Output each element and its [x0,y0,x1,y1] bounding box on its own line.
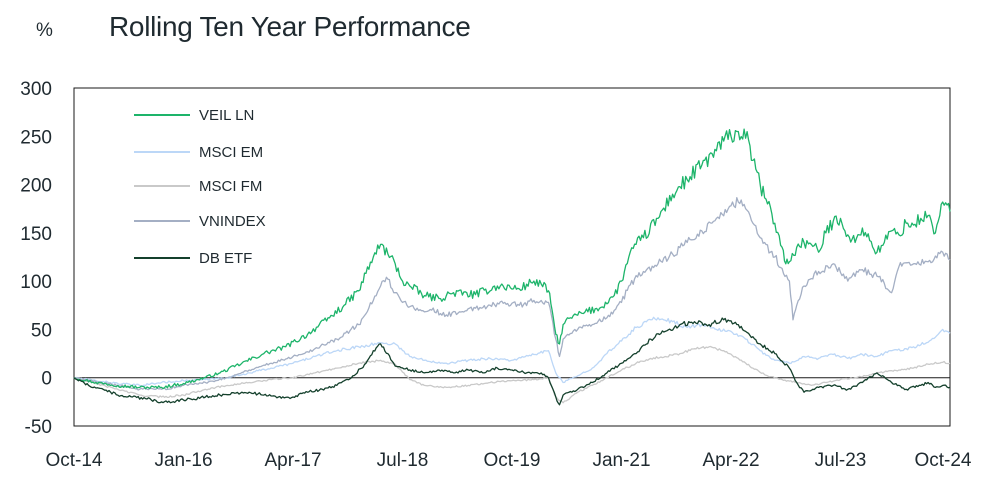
legend-item-db-etf: DB ETF [134,250,252,267]
y-tick-label: 200 [20,176,52,197]
legend-label: DB ETF [199,250,252,267]
legend-item-vnindex: VNINDEX [134,213,266,230]
legend-item-msci-em: MSCI EM [134,144,263,161]
x-tick-label: Oct-24 [914,450,971,471]
legend-label: MSCI EM [199,144,263,161]
y-axis-unit-label: % [36,20,53,41]
y-tick-label: 100 [20,272,52,293]
chart-title: Rolling Ten Year Performance [109,11,471,42]
legend-item-msci-fm: MSCI FM [134,178,262,195]
legend-item-veil-ln: VEIL LN [134,107,254,124]
series-line-veil-ln [73,128,951,390]
plot-area-frame [73,87,951,427]
y-tick-label: -50 [25,417,52,438]
x-tick-label: Jul-18 [377,450,429,471]
series-line-db-etf [73,317,951,406]
x-tick-label: Oct-19 [483,450,540,471]
x-tick-label: Jan-21 [592,450,650,471]
series-line-vnindex [73,197,951,391]
y-tick-label: 150 [20,224,52,245]
series-line-msci-em [73,316,951,387]
y-tick-label: 250 [20,127,52,148]
x-tick-label: Jul-23 [815,450,867,471]
y-tick-label: 0 [41,369,52,390]
x-tick-label: Jan-16 [154,450,212,471]
y-tick-label: 50 [31,320,52,341]
legend-label: VEIL LN [199,107,254,124]
x-tick-label: Apr-22 [702,450,759,471]
x-tick-label: Oct-14 [45,450,102,471]
series-line-msci-fm [73,345,951,404]
legend-label: VNINDEX [199,213,266,230]
y-tick-label: 300 [20,79,52,100]
legend-label: MSCI FM [199,178,262,195]
x-tick-label: Apr-17 [264,450,321,471]
